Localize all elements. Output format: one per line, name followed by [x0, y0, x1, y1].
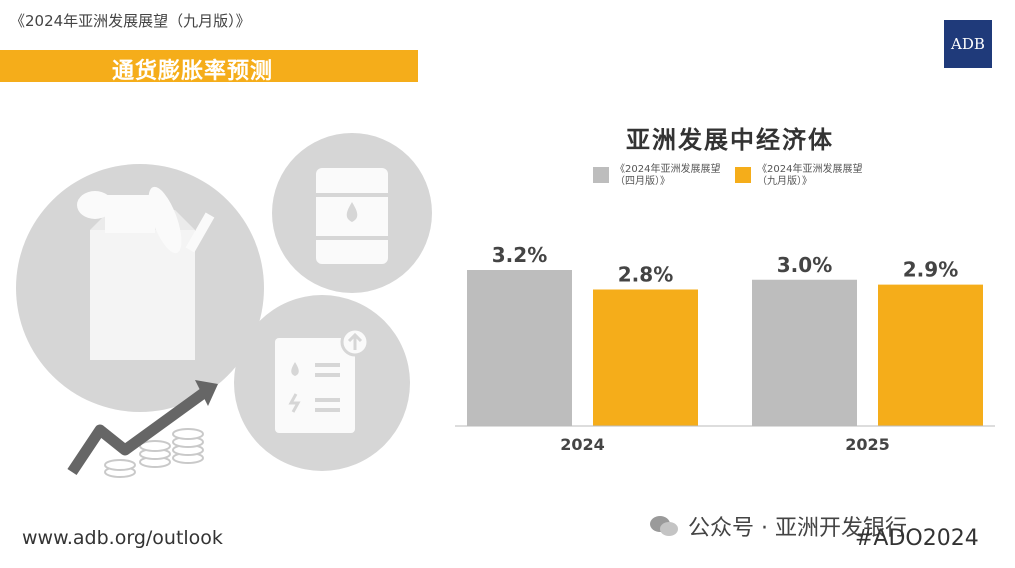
x-tick-label-2024: 2024	[560, 435, 605, 454]
utility-bill-icon	[275, 327, 370, 433]
bar-chart: 3.2% 2.8% 2024 3.0% 2.9% 2025	[455, 243, 995, 454]
footer-hashtag: #ADO2024	[855, 526, 979, 551]
wechat-icon	[650, 514, 680, 538]
bar-2025-series-1	[752, 279, 857, 426]
grocery-bag-icon	[77, 186, 215, 360]
section-title: 通货膨胀率预测	[112, 59, 274, 84]
report-title: 《2024年亚洲发展展望（九月版）》	[10, 12, 251, 30]
adb-logo: ADB	[944, 20, 992, 68]
chart-title: 亚洲发展中经济体	[626, 126, 834, 154]
coin-stack-icon	[104, 428, 204, 478]
data-label-2024-series-2: 2.8%	[618, 263, 673, 287]
wechat-label: 公众号 · 亚洲开发银行	[688, 516, 907, 541]
section-banner: 通货膨胀率预测	[0, 50, 418, 84]
data-label-2025-series-1: 3.0%	[777, 253, 832, 277]
legend-swatch-april	[593, 167, 609, 183]
rising-trend-arrow-icon	[67, 380, 218, 476]
bar-2024-series-2	[593, 289, 698, 426]
legend-swatch-september	[735, 167, 751, 183]
inflation-illustration	[16, 133, 432, 478]
bar-2024-series-1	[467, 270, 572, 426]
legend-label-september: 《2024年亚洲发展展望 （九月版）》	[757, 164, 863, 187]
legend-label-april: 《2024年亚洲发展展望 （四月版）》	[615, 164, 721, 187]
legend-item-april: 《2024年亚洲发展展望 （四月版）》	[593, 164, 735, 188]
data-label-2024-series-1: 3.2%	[492, 243, 547, 267]
wechat-watermark: 公众号 · 亚洲开发银行	[650, 510, 907, 542]
footer-url[interactable]: www.adb.org/outlook	[22, 527, 223, 549]
oil-barrel-icon	[316, 168, 388, 264]
data-label-2025-series-2: 2.9%	[903, 258, 958, 282]
bar-2025-series-2	[878, 284, 983, 426]
x-tick-label-2025: 2025	[845, 435, 890, 454]
legend-item-september: 《2024年亚洲发展展望 （九月版）》	[735, 164, 877, 188]
